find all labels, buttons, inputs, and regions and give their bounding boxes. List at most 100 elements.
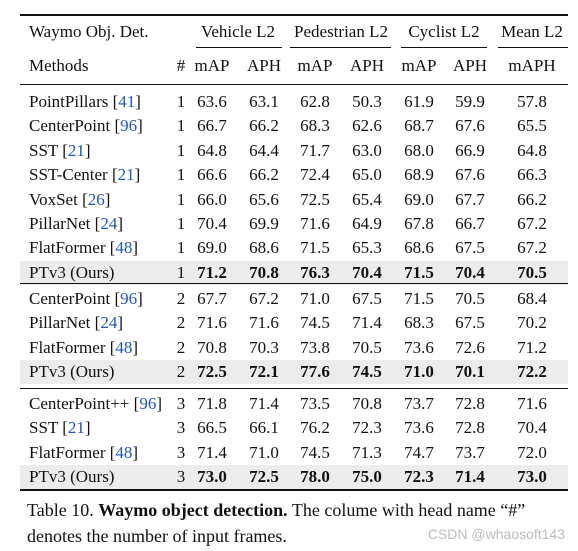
citation-number[interactable]: 26 [87, 189, 105, 209]
section-rule [20, 283, 568, 284]
value-cell: 64.9 [352, 214, 382, 233]
citation-number[interactable]: 21 [117, 165, 135, 185]
col-header-methods: Methods [29, 56, 89, 75]
value-cell: 70.5 [352, 337, 382, 357]
value-cell: 72.2 [517, 362, 547, 382]
citation-number[interactable]: 96 [120, 116, 138, 136]
citation-link[interactable]: [24] [90, 214, 123, 233]
citation-number[interactable]: 48 [115, 337, 133, 357]
citation-link[interactable]: [41] [108, 92, 141, 111]
value-cell: 71.6 [249, 313, 279, 333]
method-name: CenterPoint [96] [29, 115, 143, 137]
citation-link[interactable]: [48] [105, 337, 139, 357]
citation-number[interactable]: 48 [115, 442, 133, 462]
frames-cell: 2 [176, 337, 186, 357]
method-label: SST-Center [29, 165, 108, 185]
value-cell: 50.3 [352, 92, 382, 111]
method-name: PillarNet [24] [29, 312, 123, 334]
col-header-pedestrian-map: mAP [297, 56, 333, 75]
method-label: PTv3 (Ours) [29, 362, 115, 382]
citation-number[interactable]: 41 [118, 92, 136, 111]
method-name: PillarNet [24] [29, 213, 123, 235]
value-cell: 66.2 [249, 165, 279, 185]
value-cell: 70.2 [517, 313, 547, 333]
value-cell: 64.8 [197, 140, 227, 160]
citation-link[interactable]: [48] [105, 238, 139, 258]
method-name: PTv3 (Ours) [29, 466, 114, 488]
value-cell: 71.0 [300, 289, 330, 308]
value-cell: 72.0 [517, 442, 547, 462]
value-cell: 68.4 [517, 289, 547, 308]
citation-number[interactable]: 24 [100, 214, 118, 233]
value-cell: 70.5 [455, 289, 485, 308]
value-cell: 57.8 [517, 92, 547, 111]
ours-row-highlight [20, 465, 568, 490]
citation-link[interactable]: [21] [58, 418, 91, 438]
value-cell: 72.3 [352, 418, 382, 438]
frames-cell: 1 [176, 116, 186, 136]
value-cell: 70.5 [517, 262, 547, 282]
citation-number[interactable]: 21 [67, 418, 85, 438]
citation-number[interactable]: 96 [120, 289, 138, 308]
citation-link[interactable]: [26] [77, 189, 111, 209]
value-cell: 72.4 [300, 165, 330, 185]
value-cell: 71.2 [197, 262, 227, 282]
value-cell: 72.1 [249, 362, 279, 382]
citation-link[interactable]: [96] [129, 394, 162, 413]
method-label: SST [29, 418, 58, 438]
citation-link[interactable]: [96] [110, 289, 143, 308]
method-name: PointPillars [41] [29, 91, 141, 113]
method-name: CenterPoint [96] [29, 288, 143, 310]
citation-link[interactable]: [24] [90, 313, 123, 333]
method-label: PillarNet [29, 214, 91, 233]
citation-number[interactable]: 96 [139, 394, 157, 413]
value-cell: 71.4 [352, 313, 382, 333]
group-header-pedestrian: Pedestrian L2 [294, 22, 388, 41]
value-cell: 71.8 [197, 394, 227, 413]
citation-number[interactable]: 21 [67, 140, 85, 160]
col-header-frames: # [176, 56, 186, 75]
value-cell: 66.9 [455, 140, 485, 160]
citation-link[interactable]: [96] [110, 116, 143, 136]
value-cell: 67.2 [517, 238, 547, 258]
frames-cell: 1 [176, 214, 186, 233]
value-cell: 72.5 [300, 189, 330, 209]
method-name: SST [21] [29, 417, 91, 439]
value-cell: 67.2 [517, 214, 547, 233]
value-cell: 73.6 [404, 418, 434, 438]
method-label: PTv3 (Ours) [29, 467, 115, 487]
col-header-cyclist-map: mAP [401, 56, 437, 75]
citation-link[interactable]: [21] [107, 165, 141, 185]
citation-link[interactable]: [48] [105, 442, 139, 462]
header-rule [20, 84, 568, 85]
value-cell: 71.6 [197, 313, 227, 333]
value-cell: 67.5 [352, 289, 382, 308]
value-cell: 71.4 [249, 394, 279, 413]
caption-text: The colume with head name “#” denotes th… [27, 500, 526, 546]
citation-number[interactable]: 24 [100, 313, 118, 333]
frames-cell: 1 [176, 262, 186, 282]
value-cell: 71.6 [300, 214, 330, 233]
value-cell: 67.6 [455, 116, 485, 136]
method-label: PTv3 (Ours) [29, 262, 115, 282]
method-name: CenterPoint++ [96] [29, 393, 162, 415]
value-cell: 67.8 [404, 214, 434, 233]
value-cell: 73.8 [300, 337, 330, 357]
method-label: CenterPoint++ [29, 394, 130, 413]
value-cell: 65.4 [352, 189, 382, 209]
corner-label: Waymo Obj. Det. [29, 22, 149, 41]
value-cell: 71.0 [249, 442, 279, 462]
value-cell: 68.7 [404, 116, 434, 136]
citation-link[interactable]: [21] [58, 140, 91, 160]
method-name: FlatFormer [48] [29, 237, 138, 259]
frames-cell: 2 [176, 313, 186, 333]
value-cell: 70.8 [352, 394, 382, 413]
frames-cell: 1 [176, 165, 186, 185]
value-cell: 67.5 [455, 313, 485, 333]
value-cell: 70.8 [249, 262, 279, 282]
ours-row-highlight [20, 260, 568, 285]
value-cell: 67.7 [197, 289, 227, 308]
value-cell: 74.5 [300, 442, 330, 462]
frames-cell: 1 [176, 238, 186, 258]
citation-number[interactable]: 48 [115, 238, 133, 258]
